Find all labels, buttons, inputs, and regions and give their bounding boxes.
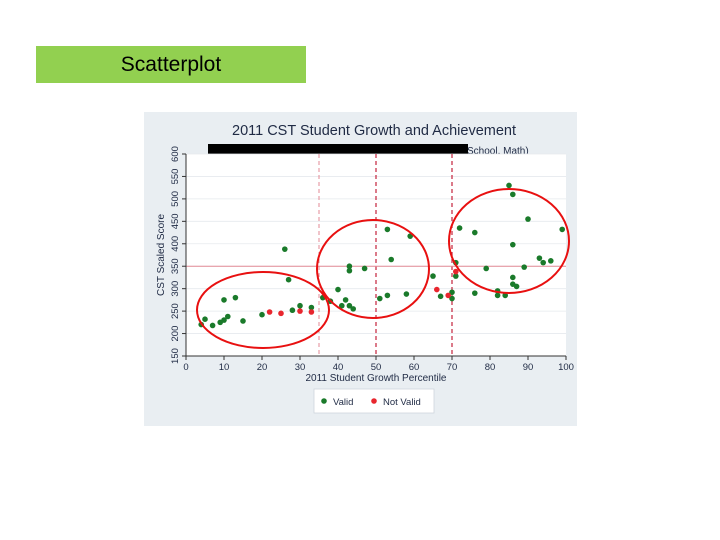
x-tick-label: 50 <box>371 362 382 373</box>
point-valid <box>388 256 394 263</box>
y-tick-label: 400 <box>170 236 181 252</box>
point-valid <box>521 264 527 270</box>
y-tick-label: 450 <box>170 213 181 229</box>
point-valid <box>536 255 543 261</box>
legend-label-not-valid: Not Valid <box>383 397 421 408</box>
annotation-ellipse <box>196 271 330 349</box>
y-axis-label: CST Scaled Score <box>156 214 167 297</box>
point-valid <box>346 302 353 309</box>
point-valid <box>502 292 509 299</box>
x-tick-label: 100 <box>558 362 574 373</box>
point-valid <box>483 265 490 272</box>
annotation-circles <box>196 188 570 349</box>
point-valid <box>513 283 520 290</box>
point-valid <box>510 274 516 281</box>
x-tick-label: 30 <box>295 362 306 373</box>
point-valid <box>430 273 436 279</box>
point-valid <box>472 290 478 296</box>
annotation-ellipse <box>448 188 570 294</box>
data-points <box>198 182 565 329</box>
x-tick-label: 90 <box>523 362 534 373</box>
point-valid <box>339 302 345 309</box>
point-valid <box>342 297 349 303</box>
point-not-valid <box>434 286 440 293</box>
point-valid <box>403 291 410 297</box>
point-not-valid <box>308 309 315 315</box>
x-tick-label: 60 <box>409 362 420 373</box>
point-valid <box>525 216 531 222</box>
x-tick-label: 20 <box>257 362 268 373</box>
point-valid <box>285 276 292 283</box>
point-valid <box>437 293 444 300</box>
point-valid <box>384 226 391 233</box>
point-valid <box>361 265 368 272</box>
point-valid <box>350 306 356 312</box>
point-valid <box>510 191 516 198</box>
point-valid <box>308 304 315 311</box>
point-valid <box>221 297 227 303</box>
point-valid <box>540 259 546 266</box>
point-valid <box>449 289 455 296</box>
y-tick-label: 500 <box>170 191 181 207</box>
y-tick-label: 300 <box>170 281 181 297</box>
point-not-valid <box>266 309 273 315</box>
scatter-chart: 2011 CST Student Growth and Achievement … <box>144 112 577 426</box>
point-not-valid <box>453 268 459 275</box>
point-valid <box>453 273 459 279</box>
x-tick-label: 0 <box>183 362 188 373</box>
y-tick-label: 350 <box>170 258 181 274</box>
point-valid <box>209 322 216 329</box>
point-valid <box>297 302 303 309</box>
point-valid <box>472 229 478 236</box>
point-valid <box>346 267 353 274</box>
point-valid <box>282 246 288 252</box>
point-valid <box>559 226 565 233</box>
point-valid <box>225 313 231 320</box>
x-tick-label: 10 <box>219 362 230 373</box>
y-tick-label: 600 <box>170 146 181 162</box>
slide-label: Scatterplot <box>36 46 306 83</box>
point-valid <box>449 295 455 302</box>
point-valid <box>221 317 227 323</box>
x-axis-ticks: 0 10 20 30 40 50 60 70 80 90 100 <box>183 356 574 373</box>
point-valid <box>240 318 246 324</box>
y-axis-ticks: 150 200 250 300 350 400 450 500 550 600 <box>170 146 186 364</box>
point-not-valid <box>278 310 284 317</box>
chart-subtitle-fragment: School, Math) <box>467 146 529 157</box>
point-not-valid <box>445 292 452 299</box>
point-not-valid <box>297 308 303 314</box>
annotation-ellipse <box>316 219 430 319</box>
x-tick-label: 40 <box>333 362 344 373</box>
point-valid <box>494 292 501 299</box>
y-tick-label: 150 <box>170 348 181 364</box>
y-tick-label: 250 <box>170 303 181 319</box>
y-tick-label: 550 <box>170 169 181 185</box>
point-valid <box>202 316 208 322</box>
legend-label-valid: Valid <box>333 397 353 408</box>
legend: Valid Not Valid <box>313 388 435 414</box>
x-axis-label: 2011 Student Growth Percentile <box>305 373 446 384</box>
legend-marker-not-valid <box>371 398 377 404</box>
x-tick-label: 70 <box>447 362 458 373</box>
point-valid <box>346 263 353 270</box>
chart-title: 2011 CST Student Growth and Achievement <box>232 123 516 139</box>
point-valid <box>456 225 463 231</box>
point-valid <box>335 286 341 293</box>
y-tick-label: 200 <box>170 326 181 342</box>
x-tick-label: 80 <box>485 362 496 373</box>
point-valid <box>548 258 554 264</box>
point-valid <box>510 241 516 248</box>
point-valid <box>232 294 239 301</box>
point-valid <box>259 311 265 318</box>
point-valid <box>289 307 296 314</box>
point-valid <box>384 292 391 299</box>
chart-figure: 2011 CST Student Growth and Achievement … <box>144 112 577 426</box>
point-valid <box>506 182 512 189</box>
point-valid <box>377 295 383 302</box>
legend-marker-valid <box>321 398 327 404</box>
